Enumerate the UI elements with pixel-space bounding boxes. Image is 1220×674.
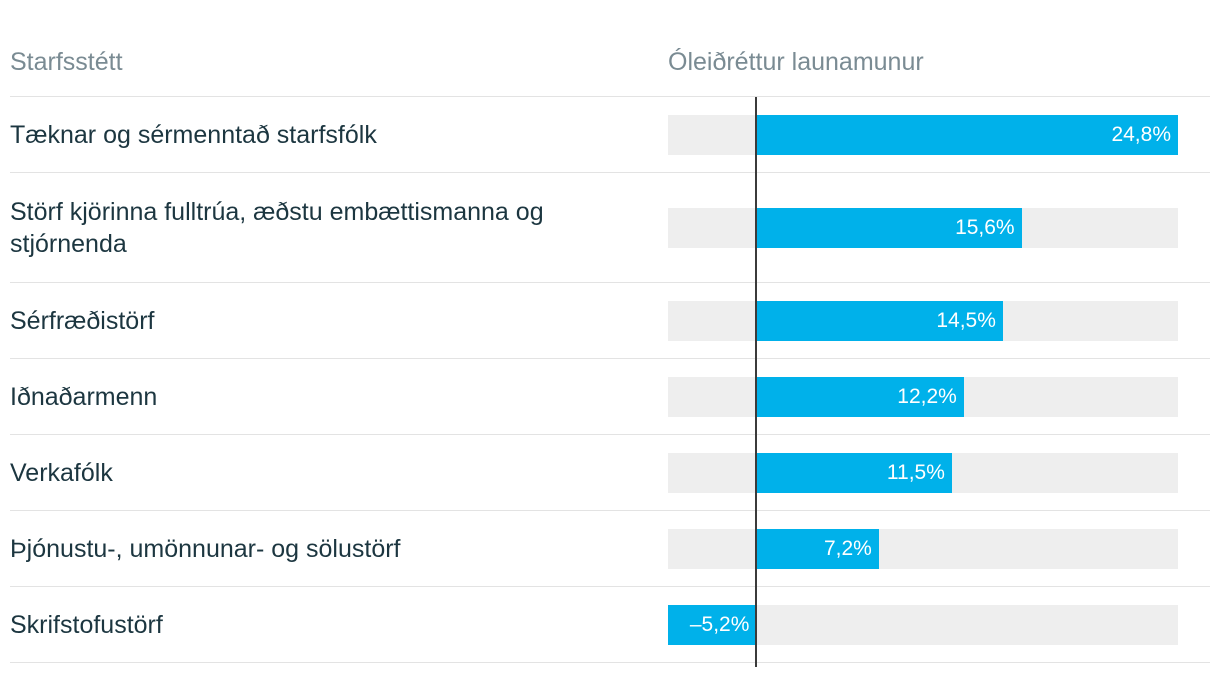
value-column-header: Óleiðréttur launamunur [668, 48, 924, 76]
bar-value-label: 7,2% [823, 536, 872, 560]
category-label: Verkafólk [10, 458, 113, 487]
category-label: Skrifstofustörf [10, 610, 163, 639]
bar-value-label: 11,5% [886, 460, 945, 484]
bar-value-label: 24,8% [1111, 122, 1171, 146]
table-row: Tæknar og sérmenntað starfsfólk 24,8% [10, 97, 1210, 173]
bar-track: 12,2% [668, 376, 1178, 417]
bar-track: 15,6% [668, 207, 1178, 248]
bar-track: 11,5% [668, 452, 1178, 493]
bar-track: 7,2% [668, 528, 1178, 569]
category-label: Þjónustu-, umönnunar- og sölustörf [10, 534, 401, 563]
bar [756, 300, 1003, 341]
chart-rows: Tæknar og sérmenntað starfsfólk 24,8% Stör… [10, 96, 1210, 663]
bar-value-label: 14,5% [936, 308, 996, 332]
bar [756, 528, 879, 569]
bar [756, 452, 952, 493]
category-column-header: Starfsstétt [10, 48, 123, 76]
category-label: Iðnaðarmenn [10, 382, 158, 411]
bar-track: 14,5% [668, 300, 1178, 341]
bar-value-label: 15,6% [955, 215, 1015, 239]
table-row: Skrifstofustörf –5,2% [10, 587, 1210, 663]
bar [756, 207, 1022, 248]
table-row: Þjónustu-, umönnunar- og sölustörf 7,2% [10, 511, 1210, 587]
table-row: Iðnaðarmenn 12,2% [10, 359, 1210, 435]
bar [756, 376, 964, 417]
table-row: Sérfræðistörf 14,5% [10, 283, 1210, 359]
table-row: Störf kjörinna fulltrúa, æðstu embættism… [10, 173, 1210, 283]
table-row: Verkafólk 11,5% [10, 435, 1210, 511]
bar-value-label: –5,2% [689, 612, 750, 636]
category-label: Störf kjörinna fulltrúa, æðstu embættism… [10, 197, 544, 258]
bar-track: –5,2% [668, 604, 1178, 645]
category-label: Sérfræðistörf [10, 306, 155, 335]
zero-axis-line [755, 97, 758, 667]
bar [756, 114, 1178, 155]
bar-track: 24,8% [668, 114, 1178, 155]
category-label: Tæknar og sérmenntað starfsfólk [10, 120, 377, 149]
bar-value-label: 12,2% [897, 384, 957, 408]
bar [668, 604, 757, 645]
